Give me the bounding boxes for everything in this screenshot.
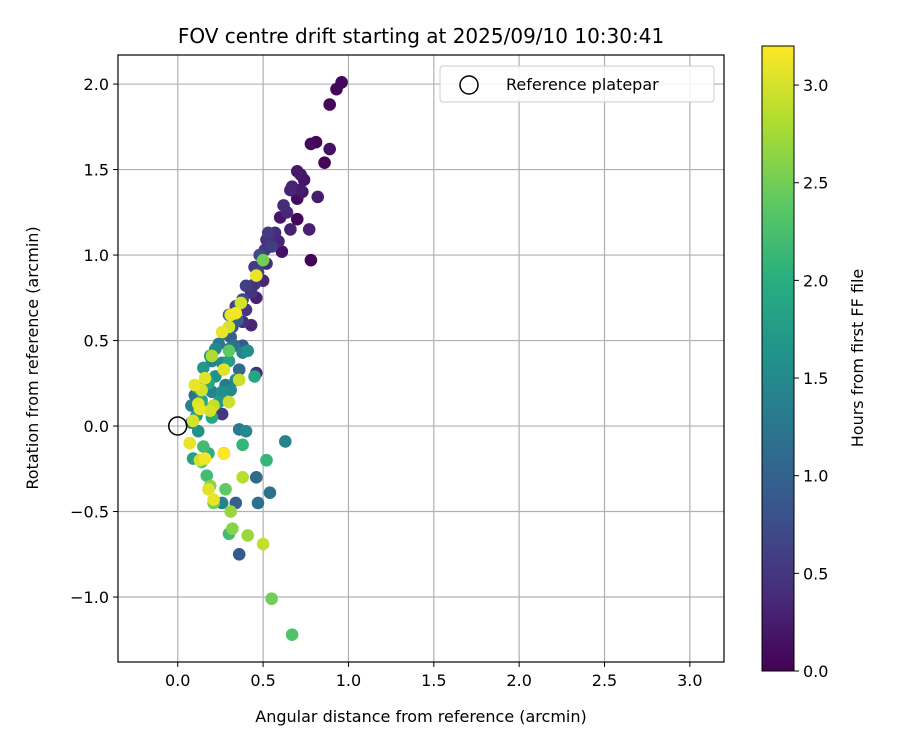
x-tick-label: 3.0 [677,671,702,690]
data-point [284,223,297,236]
y-tick-label: 1.0 [84,246,109,265]
legend-label-reference-platepar: Reference platepar [506,75,659,94]
data-point [249,471,263,484]
x-tick-label: 1.0 [336,671,361,690]
plot-frame [117,54,725,663]
colorbar-tick-label: 0.5 [803,564,828,583]
data-point [265,592,278,606]
data-point [188,378,202,392]
data-point [202,483,215,496]
data-point [197,361,210,375]
data-point [311,190,325,204]
chart-title: FOV centre drift starting at 2025/09/10 … [178,24,664,48]
data-point [241,344,255,358]
data-point [198,371,212,385]
data-point [191,424,205,438]
data-point [323,142,336,156]
data-point [239,424,253,438]
data-point [222,395,236,409]
data-point [226,522,239,535]
data-point [249,269,263,282]
x-tick-label: 0.5 [250,671,275,690]
data-point [222,344,236,358]
data-point [215,385,229,399]
data-point [239,279,253,293]
data-point [215,325,229,339]
data-point [275,245,289,258]
data-point [186,414,200,428]
data-point [224,505,237,518]
data-point [232,547,246,561]
x-tick-label: 0.0 [165,671,190,690]
y-tick-label: 2.0 [84,75,109,94]
data-point [205,349,219,363]
data-point [278,435,292,448]
legend-marker-icon [459,75,479,95]
data-point [232,363,246,376]
data-point [241,529,255,542]
y-tick-label: 0.5 [84,332,109,351]
data-point [304,137,318,151]
data-point [203,404,217,417]
data-point [318,156,331,170]
data-point [284,183,297,197]
data-point [183,436,196,450]
x-axis-ticks: 0.0 0.5 1.0 1.5 2.0 2.5 3.0 [165,662,703,690]
colorbar-tick-label: 1.0 [803,467,828,486]
data-point [232,373,246,387]
data-point [248,370,261,383]
legend-box [439,65,715,103]
data-point [234,296,248,310]
colorbar-label: Hours from first FF file [848,269,867,448]
colorbar-tick-label: 3.0 [803,76,828,95]
y-axis-label: Rotation from reference (arcmin) [23,226,42,489]
y-tick-label: −1.0 [70,588,109,607]
data-point [277,199,290,212]
x-axis-label: Angular distance from reference (arcmin) [255,707,586,726]
colorbar-tick-label: 1.5 [803,369,828,388]
data-point [323,98,336,111]
x-tick-label: 2.5 [592,671,617,690]
data-point [302,223,316,236]
data-point [256,537,270,551]
colorbar-tick-label: 2.0 [803,271,828,290]
data-point [207,493,220,506]
data-point [290,164,304,178]
y-tick-label: −0.5 [70,503,109,522]
colorbar-tick-label: 2.5 [803,174,828,193]
data-point [290,212,304,226]
data-point [200,469,214,482]
data-point [215,407,229,421]
data-point [263,486,277,500]
data-point [193,402,207,416]
colorbar-tick-label: 0.0 [803,662,828,681]
data-point [236,438,249,452]
data-point [198,452,212,465]
data-point [330,82,343,96]
data-point [260,453,273,467]
data-point [197,440,210,453]
data-point [304,253,318,267]
colorbar [761,45,795,672]
data-point [217,447,231,460]
legend: Reference platepar [439,65,715,103]
data-point [219,483,232,496]
x-tick-label: 2.0 [506,671,531,690]
y-tick-label: 0.0 [84,417,109,436]
data-point [261,226,275,240]
data-point [256,253,270,267]
reference-platepar-marker [167,416,188,436]
y-axis-ticks: −1.0 −0.5 0.0 0.5 1.0 1.5 2.0 [70,75,118,607]
y-tick-label: 1.5 [84,161,109,180]
data-points [183,76,348,641]
data-point [236,471,249,484]
data-point [217,363,231,376]
data-point [265,240,278,253]
colorbar-ticks: 0.0 0.5 1.0 1.5 2.0 2.5 3.0 [794,76,828,681]
data-point [251,496,265,510]
data-point [229,306,243,320]
x-tick-label: 1.5 [421,671,446,690]
data-point [285,628,299,641]
